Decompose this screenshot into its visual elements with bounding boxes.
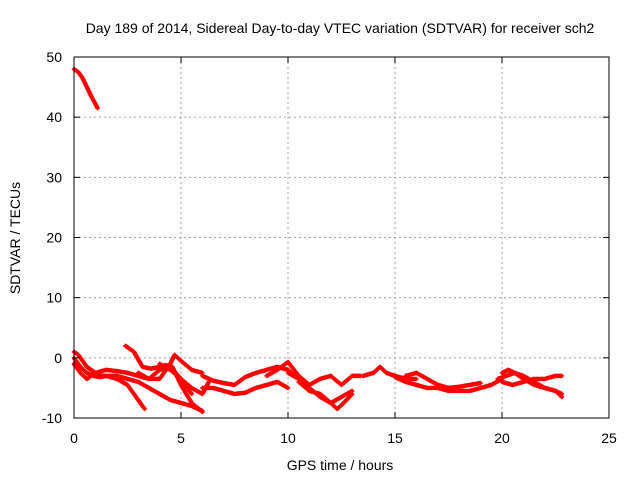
series-marks xyxy=(200,379,291,397)
series-marks xyxy=(136,352,205,382)
series-arc-g xyxy=(200,364,297,388)
y-tick-label: 10 xyxy=(46,290,62,306)
x-tick-label: 0 xyxy=(70,430,78,446)
chart-title: Day 189 of 2014, Sidereal Day-to-day VTE… xyxy=(86,20,595,36)
series-arc-e xyxy=(136,352,205,382)
series-marks xyxy=(392,374,505,394)
tick-labels: 0 5 10 15 20 25 -10 0 10 20 30 40 50 xyxy=(42,49,617,446)
x-tick-label: 5 xyxy=(177,430,185,446)
y-tick-label: 20 xyxy=(46,230,62,246)
axis-ticks xyxy=(73,56,610,419)
series-marks xyxy=(264,359,363,388)
y-axis-label: SDTVAR / TECUs xyxy=(7,182,23,294)
series-arc-m xyxy=(392,374,505,394)
series-arc-n xyxy=(403,370,483,391)
series-marks xyxy=(200,364,297,388)
series-marks xyxy=(296,379,355,412)
series-marks xyxy=(403,370,483,391)
x-tick-label: 25 xyxy=(601,430,617,446)
series-arc-k xyxy=(296,379,355,412)
series-marks xyxy=(495,370,565,400)
x-tick-label: 10 xyxy=(280,430,296,446)
series-arc-q xyxy=(495,370,565,400)
series-arc-i xyxy=(264,359,363,388)
data-series xyxy=(71,66,565,415)
series-arc-h xyxy=(200,379,291,397)
y-tick-label: -10 xyxy=(42,410,62,426)
y-tick-label: 50 xyxy=(46,49,62,65)
x-axis-label: GPS time / hours xyxy=(287,457,394,473)
y-tick-label: 40 xyxy=(46,109,62,125)
x-tick-label: 15 xyxy=(387,430,403,446)
y-tick-label: 0 xyxy=(54,350,62,366)
grid-lines xyxy=(74,57,609,418)
y-tick-label: 30 xyxy=(46,169,62,185)
x-tick-label: 20 xyxy=(494,430,510,446)
